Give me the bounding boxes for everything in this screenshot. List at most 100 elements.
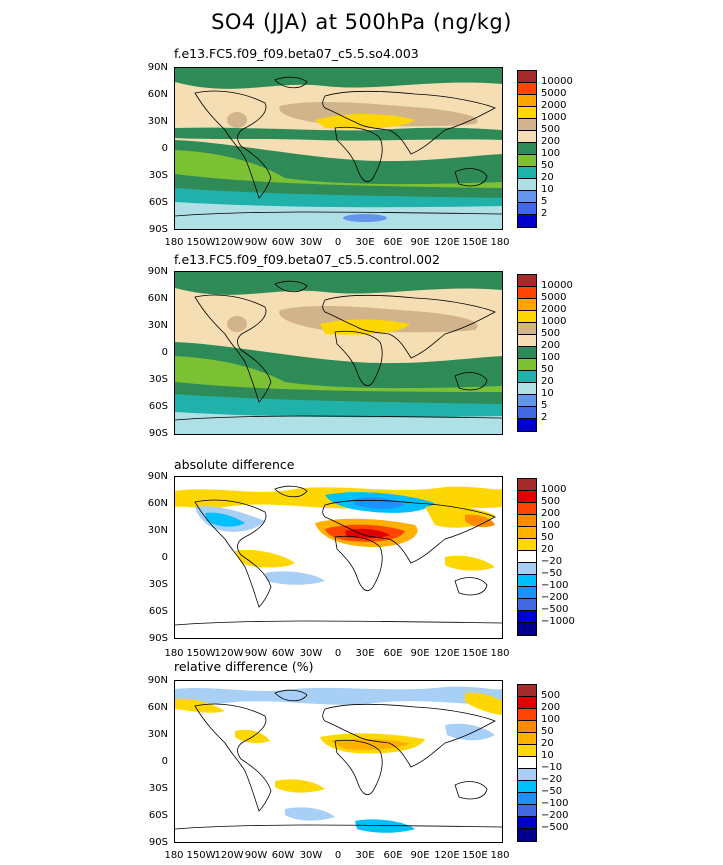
lon-tick: 30E bbox=[355, 648, 375, 659]
legend-label: −10 bbox=[541, 762, 563, 773]
lon-tick: 60E bbox=[383, 850, 403, 861]
lat-tick: 90S bbox=[148, 224, 168, 235]
lon-tick: 180 bbox=[490, 648, 510, 659]
lat-tick: 60N bbox=[147, 702, 168, 713]
lat-tick: 60S bbox=[148, 197, 168, 208]
legend-label: −50 bbox=[541, 568, 563, 579]
legend-label: 200 bbox=[541, 340, 561, 351]
lat-tick: 60S bbox=[148, 810, 168, 821]
legend-label: 5000 bbox=[541, 88, 567, 99]
lat-tick: 30S bbox=[148, 374, 168, 385]
lon-tick: 30W bbox=[299, 237, 323, 248]
lon-tick: 30W bbox=[299, 648, 323, 659]
lon-tick: 150E bbox=[462, 648, 488, 659]
legend-label: 20 bbox=[541, 172, 554, 183]
panel-2-map bbox=[174, 271, 503, 435]
legend-label: 200 bbox=[541, 702, 561, 713]
lat-tick: 90N bbox=[147, 266, 168, 277]
lat-tick: 30S bbox=[148, 579, 168, 590]
legend-label: −200 bbox=[541, 810, 569, 821]
lon-tick: 180 bbox=[164, 648, 184, 659]
lon-tick: 60E bbox=[383, 648, 403, 659]
lon-tick: 150E bbox=[462, 850, 488, 861]
lat-tick: 90S bbox=[148, 837, 168, 848]
lon-tick: 30E bbox=[355, 850, 375, 861]
legend-label: −500 bbox=[541, 822, 569, 833]
lon-tick: 150E bbox=[462, 237, 488, 248]
lon-tick: 90W bbox=[244, 648, 268, 659]
legend-label: 20 bbox=[541, 376, 554, 387]
legend-label: 10 bbox=[541, 184, 554, 195]
legend-label: 50 bbox=[541, 532, 554, 543]
panel-2-colorbar bbox=[517, 274, 537, 432]
lon-tick: 60W bbox=[271, 237, 295, 248]
legend-label: 500 bbox=[541, 690, 561, 701]
lon-tick: 120W bbox=[214, 850, 244, 861]
panel-4-map bbox=[174, 680, 503, 843]
lat-tick: 90N bbox=[147, 471, 168, 482]
panel-3-map bbox=[174, 476, 503, 639]
lon-tick: 120W bbox=[214, 237, 244, 248]
lat-tick: 30S bbox=[148, 783, 168, 794]
legend-label: 500 bbox=[541, 496, 561, 507]
panel-3-title: absolute difference bbox=[174, 457, 295, 472]
legend-label: 50 bbox=[541, 160, 554, 171]
lon-tick: 30E bbox=[355, 237, 375, 248]
legend-label: −20 bbox=[541, 556, 563, 567]
legend-label: 5000 bbox=[541, 292, 567, 303]
legend-label: 100 bbox=[541, 520, 561, 531]
legend-label: 20 bbox=[541, 544, 554, 555]
lon-tick: 120E bbox=[434, 237, 460, 248]
lat-tick: 90S bbox=[148, 428, 168, 439]
lat-tick: 30N bbox=[147, 729, 168, 740]
legend-label: 10000 bbox=[541, 280, 573, 291]
legend-label: 50 bbox=[541, 726, 554, 737]
lon-tick: 180 bbox=[490, 850, 510, 861]
lat-tick: 0 bbox=[161, 143, 168, 154]
lat-tick: 90N bbox=[147, 62, 168, 73]
legend-label: 2000 bbox=[541, 304, 567, 315]
legend-label: 2000 bbox=[541, 100, 567, 111]
legend-label: −50 bbox=[541, 786, 563, 797]
lon-tick: 150W bbox=[186, 237, 216, 248]
panel-1-title: f.e13.FC5.f09_f09.beta07_c5.5.so4.003 bbox=[174, 46, 419, 61]
legend-label: 1000 bbox=[541, 484, 567, 495]
legend-label: 10 bbox=[541, 388, 554, 399]
lat-tick: 60N bbox=[147, 293, 168, 304]
panel-1-map bbox=[174, 67, 503, 230]
figure-title: SO4 (JJA) at 500hPa (ng/kg) bbox=[211, 10, 512, 34]
lon-tick: 0 bbox=[334, 648, 342, 659]
legend-label: 100 bbox=[541, 148, 561, 159]
lat-tick: 30N bbox=[147, 116, 168, 127]
lon-tick: 90E bbox=[410, 850, 430, 861]
lat-tick: 60N bbox=[147, 89, 168, 100]
lon-tick: 90W bbox=[244, 237, 268, 248]
lat-tick: 0 bbox=[161, 756, 168, 767]
legend-label: 200 bbox=[541, 136, 561, 147]
lat-tick: 90S bbox=[148, 633, 168, 644]
lat-tick: 90N bbox=[147, 675, 168, 686]
lon-tick: 90W bbox=[244, 850, 268, 861]
legend-label: −100 bbox=[541, 798, 569, 809]
lon-tick: 90E bbox=[410, 648, 430, 659]
legend-label: −1000 bbox=[541, 616, 575, 627]
legend-label: 10 bbox=[541, 750, 554, 761]
lon-tick: 0 bbox=[334, 237, 342, 248]
legend-label: 500 bbox=[541, 124, 561, 135]
legend-label: −20 bbox=[541, 774, 563, 785]
legend-label: 2 bbox=[541, 412, 548, 423]
lon-tick: 90E bbox=[410, 237, 430, 248]
lat-tick: 30S bbox=[148, 170, 168, 181]
lon-tick: 120W bbox=[214, 648, 244, 659]
lon-tick: 180 bbox=[164, 237, 184, 248]
legend-label: 1000 bbox=[541, 112, 567, 123]
lon-tick: 120E bbox=[434, 648, 460, 659]
lon-tick: 150W bbox=[186, 850, 216, 861]
lat-tick: 60S bbox=[148, 606, 168, 617]
legend-label: −100 bbox=[541, 580, 569, 591]
lat-tick: 60N bbox=[147, 498, 168, 509]
panel-1-colorbar bbox=[517, 70, 537, 228]
legend-label: 5 bbox=[541, 196, 548, 207]
lon-tick: 60E bbox=[383, 237, 403, 248]
lon-tick: 0 bbox=[334, 850, 342, 861]
